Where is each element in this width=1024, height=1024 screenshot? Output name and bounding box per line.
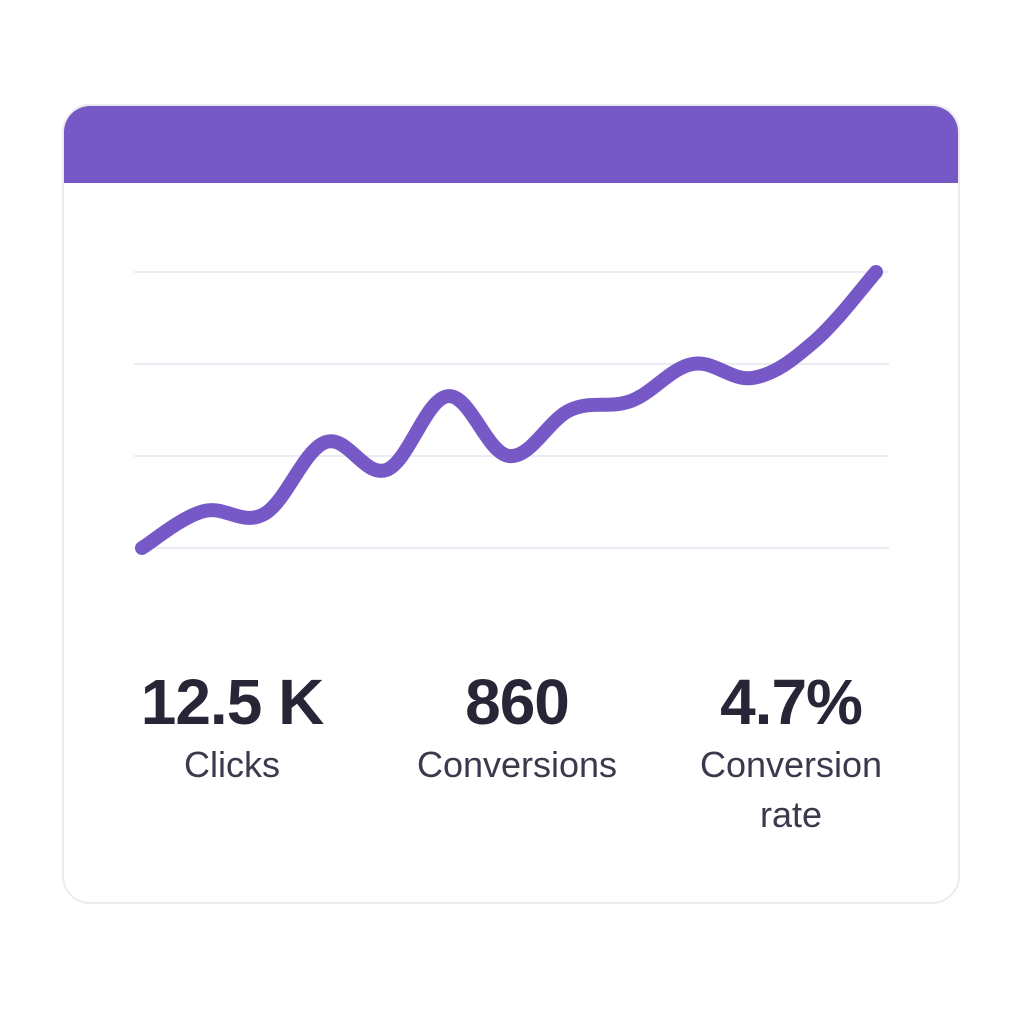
stat-conversion-rate-value: 4.7% [720, 666, 863, 738]
stat-clicks-value: 12.5 K [140, 666, 325, 738]
stat-conversions-label: Conversions [416, 744, 618, 785]
card-header-bar [64, 106, 958, 183]
stat-conversion-rate-label: Conversion rate [699, 744, 883, 835]
stat-clicks-label: Clicks [184, 744, 280, 785]
stat-conversions: 860 Conversions [377, 666, 657, 790]
stat-conversion-rate: 4.7% Conversion rate [651, 666, 931, 840]
stat-conversions-value: 860 [465, 666, 570, 738]
series-line [135, 265, 883, 555]
stat-clicks: 12.5 K Clicks [92, 666, 372, 790]
